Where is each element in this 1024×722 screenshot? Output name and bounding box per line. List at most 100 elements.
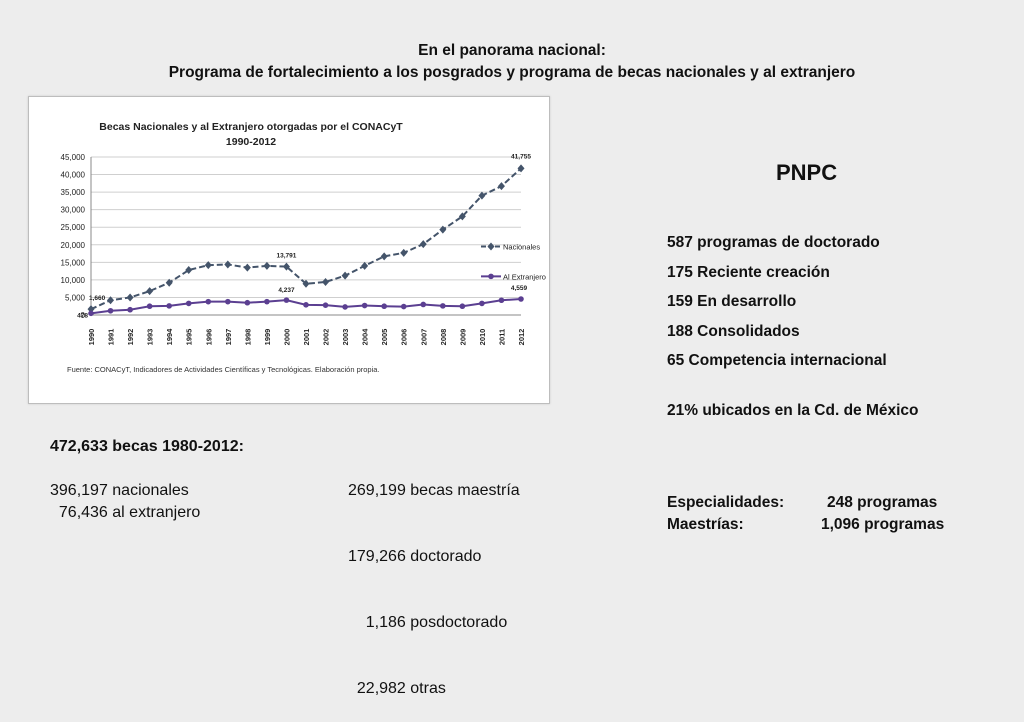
y-tick-label: 45,000 <box>61 153 86 162</box>
x-tick-label: 2000 <box>282 329 291 346</box>
x-tick-label: 1994 <box>165 328 174 346</box>
data-point-extranjero <box>459 303 466 310</box>
x-tick-label: 2008 <box>439 329 448 346</box>
data-label: 41,755 <box>511 153 531 160</box>
data-point-nacionales <box>497 182 505 191</box>
data-point-nacionales <box>107 296 115 305</box>
especialidades-label: Especialidades: <box>667 494 785 511</box>
legend-marker <box>487 242 495 251</box>
data-point-extranjero <box>361 302 368 309</box>
data-point-extranjero <box>205 298 212 305</box>
data-point-extranjero <box>107 307 114 314</box>
becas-summary: 472,633 becas 1980-2012: 396,197 naciona… <box>50 436 244 524</box>
pnpc-item: 159 En desarrollo <box>667 293 797 310</box>
data-label: 13,791 <box>277 253 297 260</box>
pnpc-item: 188 Consolidados <box>667 322 800 340</box>
y-tick-label: 15,000 <box>61 258 86 267</box>
data-point-nacionales <box>341 271 349 280</box>
x-tick-label: 2010 <box>478 329 487 346</box>
data-point-extranjero <box>322 302 329 308</box>
x-tick-label: 1998 <box>243 329 252 346</box>
x-tick-label: 1993 <box>146 329 155 346</box>
data-label: 4,559 <box>511 285 528 292</box>
data-point-nacionales <box>224 260 232 269</box>
data-point-extranjero <box>303 302 309 308</box>
data-label: 4,237 <box>278 287 295 294</box>
becas-total: 472,633 becas 1980-2012: <box>50 438 244 455</box>
data-point-extranjero <box>185 300 192 307</box>
x-tick-label: 2007 <box>419 329 428 346</box>
pnpc-location: 21% ubicados en la Cd. de México <box>667 402 919 419</box>
data-point-extranjero <box>244 299 251 306</box>
y-tick-label: 25,000 <box>61 223 86 232</box>
pnpc-title: PNPC <box>776 160 838 185</box>
especialidades-row: Especialidades: 248 programas <box>667 492 937 514</box>
data-point-nacionales <box>126 293 134 302</box>
data-point-nacionales <box>263 261 271 270</box>
becas-by-level: 269,199 becas maestría 179,266 doctorado… <box>348 436 520 722</box>
x-tick-label: 1997 <box>224 329 233 346</box>
data-point-extranjero <box>225 298 231 305</box>
data-point-nacionales <box>439 225 447 234</box>
data-point-extranjero <box>342 304 348 310</box>
legend-label: Nacionales <box>503 243 540 252</box>
chart-container: Becas Nacionales y al Extranjero otorgad… <box>28 96 550 404</box>
x-tick-label: 2009 <box>458 329 467 346</box>
data-point-nacionales <box>204 261 212 270</box>
data-point-extranjero <box>400 303 407 310</box>
becas-extranjero: 76,436 al extranjero <box>50 504 201 521</box>
x-tick-label: 2002 <box>322 329 331 346</box>
x-tick-label: 2001 <box>302 329 311 346</box>
x-tick-label: 1990 <box>87 329 96 346</box>
slide-title-line2: Programa de fortalecimiento a los posgra… <box>168 64 856 81</box>
data-point-nacionales <box>185 266 193 275</box>
pnpc-item: 587 programas de doctorado <box>667 234 880 251</box>
slide-title-line1: En el panorama nacional: <box>418 42 606 59</box>
y-tick-label: 10,000 <box>61 276 86 285</box>
data-point-nacionales <box>478 191 486 200</box>
y-tick-label: 0 <box>81 311 86 320</box>
y-tick-label: 40,000 <box>61 171 86 180</box>
maestrias-value: 1,096 programas <box>821 516 945 533</box>
x-tick-label: 2005 <box>380 329 389 346</box>
x-tick-label: 2011 <box>497 329 506 345</box>
data-point-nacionales <box>517 164 525 173</box>
chart-subtitle: 1990-2012 <box>226 136 276 148</box>
data-point-nacionales <box>146 287 154 296</box>
data-point-nacionales <box>458 212 466 221</box>
data-label: 1,660 <box>89 295 106 302</box>
becas-posdoctorado: 1,186 posdoctorado <box>348 614 508 631</box>
data-point-nacionales <box>243 263 251 272</box>
data-point-extranjero <box>498 297 505 304</box>
legend-marker <box>488 273 494 280</box>
y-tick-label: 30,000 <box>61 206 86 215</box>
series-line-nacionales <box>90 167 522 311</box>
data-label: 478 <box>77 312 88 319</box>
slide-title: En el panorama nacional: Programa de for… <box>0 40 1024 84</box>
data-point-extranjero <box>440 303 446 309</box>
x-tick-label: 1992 <box>126 329 135 346</box>
data-point-extranjero <box>381 303 387 310</box>
data-point-extranjero <box>479 300 485 307</box>
data-point-extranjero <box>420 301 427 308</box>
data-point-nacionales <box>282 262 290 271</box>
becas-doctorado: 179,266 doctorado <box>348 548 482 565</box>
y-tick-label: 20,000 <box>61 241 86 250</box>
pnpc-list: 587 programas de doctorado 175 Reciente … <box>667 228 887 376</box>
data-point-extranjero <box>146 303 153 310</box>
data-point-nacionales <box>380 252 388 261</box>
pnpc-item: 175 Reciente creación <box>667 263 830 281</box>
especialidades-value: 248 programas <box>827 494 938 511</box>
x-tick-label: 1996 <box>204 329 213 346</box>
x-tick-label: 2012 <box>517 329 526 346</box>
x-tick-label: 1995 <box>185 329 194 346</box>
x-tick-label: 1999 <box>263 329 272 346</box>
programs-summary: Especialidades: 248 programas Maestrías:… <box>667 492 944 536</box>
line-chart: Becas Nacionales y al Extranjero otorgad… <box>61 121 546 374</box>
becas-nacionales: 396,197 nacionales <box>50 482 189 499</box>
maestrias-label: Maestrías: <box>667 516 744 533</box>
data-point-extranjero <box>264 298 270 305</box>
data-point-extranjero <box>283 297 290 303</box>
y-tick-label: 5,000 <box>65 293 86 302</box>
data-point-nacionales <box>165 278 173 287</box>
